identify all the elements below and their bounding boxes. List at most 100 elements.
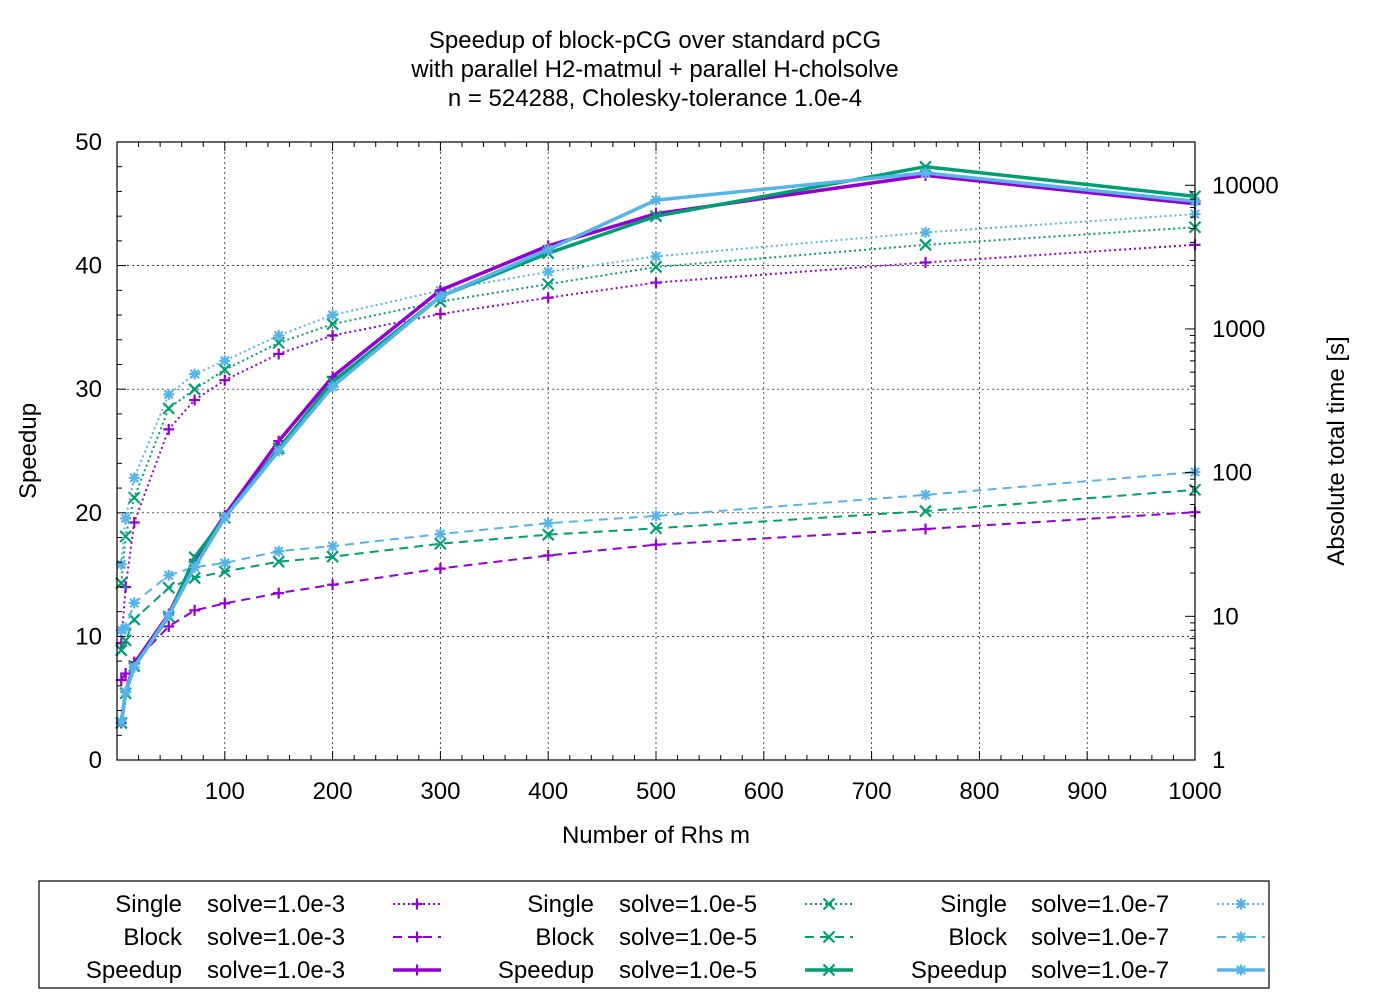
legend-entry-speedup-e7-kind: Speedup [911, 957, 1007, 984]
series-speedup-e7-point [163, 609, 175, 621]
chart-title: Speedup of block-pCG over standard pCG [429, 27, 881, 54]
chart-subtitle-line2: with parallel H2-matmul + parallel H-cho… [410, 56, 899, 83]
series-speedup-e5-point-stroke [649, 209, 663, 223]
series-block-e7-point-stroke [920, 489, 931, 500]
series-single-e5-point [649, 260, 663, 274]
series-speedup-e7-point [327, 381, 339, 393]
legend-entry-single-e7-tol: solve=1.0e-7 [1031, 891, 1169, 918]
series-block-e5-point [649, 521, 663, 535]
series-block-e5-point-stroke [434, 537, 447, 551]
series-single-e7-point [128, 472, 140, 484]
series-block-e7-point-stroke [651, 510, 661, 521]
series-single-e3-point [128, 516, 140, 528]
grid-layer [117, 142, 1195, 760]
series-block-e3-point [542, 549, 554, 561]
legend-entry-block-e3-kind: Block [123, 924, 183, 951]
series-block-e5-point [272, 555, 285, 568]
series-single-e5-point [326, 317, 339, 331]
series-single-e7-point [920, 226, 931, 238]
legend-entry-single-e7-marker [1235, 898, 1247, 910]
legend-entry-speedup-e7-marker [1235, 964, 1247, 976]
legend-box [38, 880, 1270, 989]
series-block-e7-point [327, 540, 339, 552]
y-axis-label: Speedup [15, 403, 42, 499]
x-tick-label: 300 [420, 778, 460, 805]
legend-entry-speedup-e5-tol: solve=1.0e-5 [619, 957, 757, 984]
series-single-e5-point-stroke [162, 402, 176, 415]
series-block-e5-point-stroke [119, 634, 132, 647]
series-speedup-e5-point-stroke [188, 551, 201, 564]
series-speedup-e7-point-stroke [327, 381, 338, 392]
series-speedup-e7-point [273, 445, 285, 457]
series-single-e7-point-stroke [163, 389, 174, 400]
series-block-e7-point [219, 557, 231, 569]
legend-entry-block-e7-marker-stroke [1236, 932, 1246, 942]
series-single-e3 [115, 239, 1201, 649]
series-speedup-e7-point-stroke [920, 167, 931, 178]
series-single-e5-point [919, 238, 932, 252]
legend-entry-block-e7-kind: Block [948, 924, 1008, 951]
series-block-e5-point [162, 581, 176, 595]
series-speedup-e7-point-stroke [273, 446, 284, 456]
series-block-e3-point [219, 597, 231, 609]
series-single-e5-point-stroke [919, 238, 932, 252]
legend-entry-block-e5-tol: solve=1.0e-5 [619, 924, 757, 951]
series-block-e5-point [541, 528, 555, 541]
legend-entry-single-e5-tol: solve=1.0e-5 [619, 891, 757, 918]
legend-entry-block-e7: Block solve=1.0e-7 [948, 924, 1265, 951]
series-single-e5-point-stroke [119, 530, 132, 543]
series-block-e5-point [434, 537, 447, 551]
legend-entry-block-e7-marker [1235, 931, 1247, 943]
legend-entry-speedup-e3-marker [411, 964, 423, 976]
legend-entry-single-e7: Single solve=1.0e-7 [940, 891, 1265, 918]
series-single-e5-point-stroke [541, 277, 555, 291]
series-block-e5-point-stroke [188, 571, 201, 585]
series-block-e5-point-stroke [326, 550, 339, 563]
series-single-e5-point-stroke [127, 491, 141, 504]
series-single-e7-point [542, 266, 554, 278]
chart-subtitle-line3: n = 524288, Cholesky-tolerance 1.0e-4 [448, 85, 862, 112]
series-block-e3-point [120, 667, 132, 679]
series-single-e3-point [434, 308, 446, 320]
series-speedup-e7-point [115, 716, 127, 728]
y-tick-label: 30 [75, 376, 102, 403]
series-block-e5-point-stroke [127, 613, 141, 626]
axis-layer: 100 200 300 400 500 600 700 800 900 1000010203040… [75, 129, 1278, 805]
x-tick-label: 200 [313, 778, 353, 805]
y2-tick-label: 1 [1212, 747, 1225, 774]
series-block-e5-point [919, 504, 932, 518]
x-tick-label: 500 [636, 778, 676, 805]
series-single-e5-point-stroke [649, 260, 663, 274]
series-single-e7-point-stroke [543, 266, 554, 277]
y2-tick-label: 10000 [1212, 172, 1279, 199]
series-single-e7-point-stroke [651, 251, 661, 262]
series-speedup-e7-point [650, 194, 662, 206]
series-single-e5 [115, 220, 1202, 590]
series-block-e5-point-stroke [162, 581, 176, 595]
legend-entry-block-e3-marker [411, 931, 423, 943]
legend-entry-block-e5-marker [822, 930, 836, 944]
series-speedup-e7 [115, 167, 1201, 728]
series-block-e7-point [920, 489, 931, 501]
series-speedup-e7-point-stroke [651, 195, 661, 205]
series-block-e3-point [189, 604, 201, 616]
series-block-e3-point [920, 523, 931, 535]
y-tick-label: 10 [75, 623, 102, 650]
y2-axis-label: Absolute total time [s] [1323, 336, 1350, 565]
series-block-e7-point [163, 569, 175, 581]
series-speedup-e7-point-stroke [189, 562, 200, 573]
series-single-e7-point-stroke [273, 330, 284, 341]
legend-entry-speedup-e5-marker-stroke [822, 963, 836, 977]
series-block-e7-point-stroke [273, 546, 284, 557]
legend-entry-speedup-e5: Speedup solve=1.0e-5 [498, 957, 853, 984]
series-single-e3-point [189, 394, 201, 406]
series-single-e7-point-stroke [219, 355, 230, 366]
series-speedup-e7-point-stroke [163, 610, 174, 621]
series-single-e7-point [120, 512, 132, 524]
series-block-e7-point [120, 622, 132, 634]
series-speedup-e7-point-stroke [543, 244, 554, 255]
series-single-e3-point [542, 292, 554, 304]
legend-entry-block-e5: Block solve=1.0e-5 [535, 924, 853, 951]
